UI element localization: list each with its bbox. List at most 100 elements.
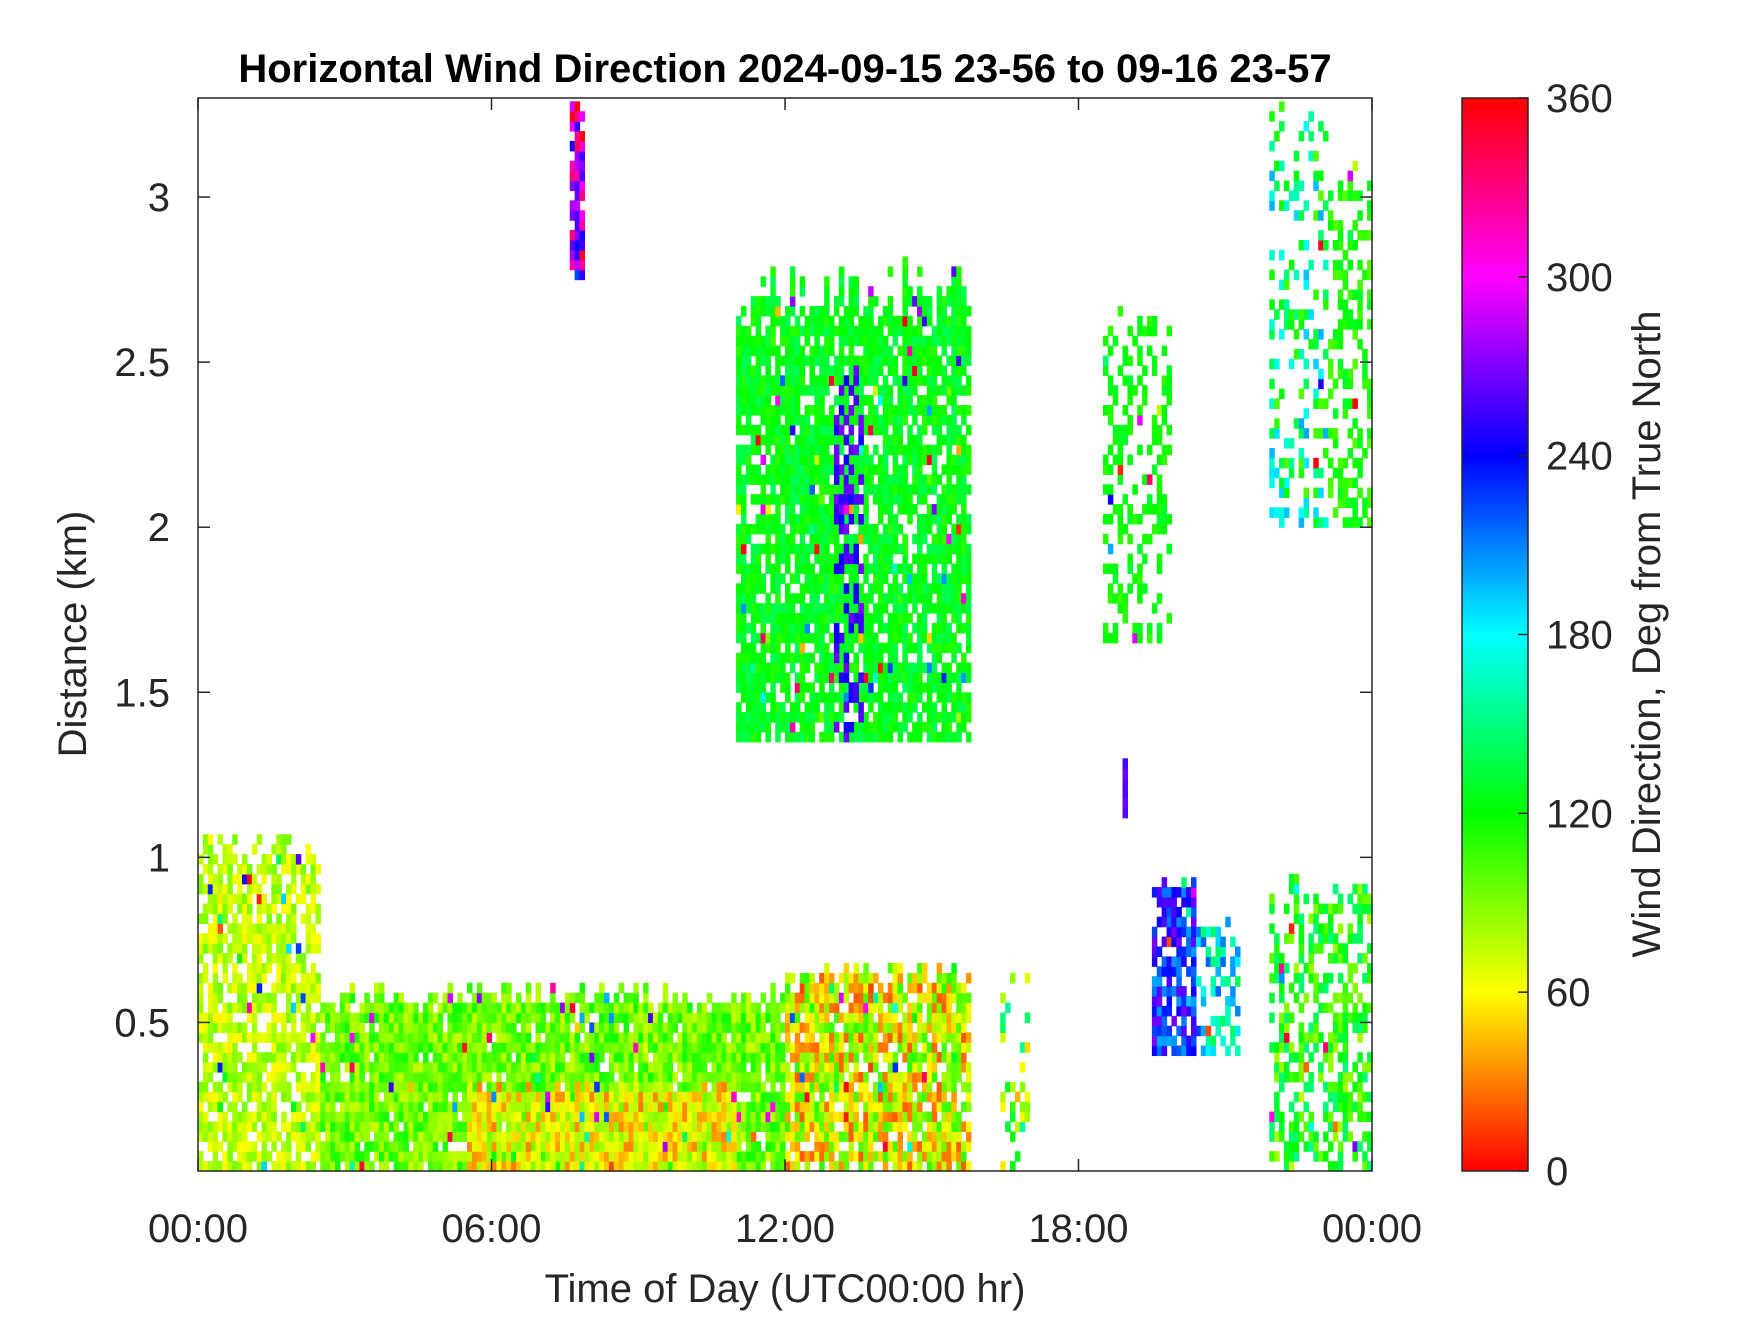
heatmap-cell: [256, 893, 263, 905]
heatmap-cell: [330, 1022, 336, 1033]
heatmap-cell: [799, 563, 806, 575]
heatmap-cell: [819, 306, 825, 317]
heatmap-cell: [902, 553, 908, 565]
heatmap-cell: [799, 1052, 806, 1063]
heatmap-cell: [829, 632, 835, 644]
heatmap-cell: [848, 1141, 855, 1152]
heatmap-cell: [921, 454, 928, 466]
heatmap-cell: [427, 1042, 434, 1053]
heatmap-cell: [819, 325, 825, 337]
heatmap-cell: [222, 1131, 228, 1142]
heatmap-cell: [877, 335, 884, 347]
heatmap-cell: [887, 494, 894, 505]
heatmap-cell: [887, 1032, 894, 1043]
heatmap-cell: [824, 504, 830, 515]
heatmap-cell: [819, 692, 825, 703]
heatmap-cell: [662, 1111, 669, 1123]
heatmap-cell: [198, 883, 204, 895]
heatmap-cell: [794, 1121, 801, 1132]
heatmap-cell: [819, 454, 825, 466]
heatmap-cell: [207, 992, 214, 1004]
heatmap-cell: [931, 992, 938, 1004]
heatmap-cell: [760, 523, 767, 535]
heatmap-cell: [295, 854, 302, 865]
heatmap-cell: [829, 405, 835, 416]
heatmap-cell: [961, 702, 967, 713]
heatmap-cell: [799, 1111, 806, 1123]
heatmap-cell: [437, 1101, 444, 1113]
heatmap-cell: [917, 712, 923, 723]
heatmap-cell: [785, 1002, 791, 1014]
heatmap-cell: [819, 385, 825, 396]
heatmap-cell: [662, 992, 669, 1004]
heatmap-cell: [344, 1091, 351, 1103]
heatmap-cell: [892, 1121, 899, 1132]
heatmap-cell: [951, 731, 957, 743]
heatmap-cell: [951, 632, 957, 644]
heatmap-cell: [687, 1101, 693, 1113]
heatmap-cell: [692, 1131, 698, 1142]
heatmap-cell: [965, 464, 972, 475]
heatmap-cell: [951, 1141, 957, 1152]
heatmap-cell: [286, 982, 292, 994]
heatmap-cell: [799, 622, 806, 634]
heatmap-cell: [740, 533, 747, 545]
heatmap-cell: [740, 1111, 747, 1123]
heatmap-cell: [853, 1062, 859, 1073]
heatmap-cell: [643, 1151, 649, 1162]
heatmap-cell: [271, 1161, 277, 1172]
heatmap-cell: [633, 1161, 639, 1172]
heatmap-cell: [824, 523, 830, 535]
heatmap-cell: [829, 1002, 835, 1014]
heatmap-cell: [873, 603, 879, 614]
heatmap-cell: [359, 1012, 365, 1024]
heatmap-cell: [227, 1042, 233, 1053]
heatmap-cell: [530, 1161, 537, 1172]
heatmap-cell: [662, 1091, 669, 1103]
heatmap-cell: [564, 1032, 571, 1043]
heatmap-cell: [794, 712, 801, 723]
heatmap-cell: [662, 1062, 669, 1073]
heatmap-cell: [442, 1032, 449, 1043]
heatmap-cell: [794, 692, 801, 703]
heatmap-cell: [442, 1062, 449, 1073]
heatmap-cell: [564, 1012, 571, 1024]
heatmap-cell: [295, 943, 302, 954]
heatmap-cell: [760, 712, 767, 723]
heatmap-cell: [833, 553, 840, 565]
heatmap-cell: [804, 335, 811, 347]
heatmap-cell: [926, 982, 933, 994]
heatmap-cell: [701, 1022, 708, 1033]
heatmap-cell: [276, 1081, 282, 1093]
heatmap-cell: [775, 533, 781, 545]
heatmap-cell: [770, 1081, 776, 1093]
heatmap-cell: [843, 474, 850, 485]
heatmap-cell: [770, 712, 776, 723]
heatmap-cell: [912, 365, 918, 376]
heatmap-cell: [334, 1022, 341, 1033]
heatmap-cell: [506, 1111, 512, 1123]
heatmap-cell: [750, 1002, 757, 1014]
heatmap-cell: [437, 1071, 444, 1083]
heatmap-cell: [755, 306, 762, 317]
heatmap-cell: [736, 424, 742, 436]
heatmap-cell: [799, 603, 806, 614]
heatmap-cell: [829, 504, 835, 515]
heatmap-cell: [829, 315, 835, 327]
heatmap-cell: [755, 721, 762, 733]
heatmap-cell: [946, 1012, 952, 1024]
heatmap-cell: [887, 1081, 894, 1093]
heatmap-cell: [951, 484, 957, 495]
heatmap-cell: [804, 1151, 811, 1162]
heatmap-cell: [897, 702, 903, 713]
heatmap-cell: [584, 1141, 590, 1152]
heatmap-cell: [809, 992, 815, 1004]
heatmap-cell: [804, 543, 811, 555]
heatmap-cell: [824, 553, 830, 565]
heatmap-cell: [897, 1151, 903, 1162]
heatmap-cell: [887, 1151, 894, 1162]
heatmap-cell: [222, 863, 228, 875]
heatmap-cell: [315, 1012, 321, 1024]
heatmap-cell: [775, 712, 781, 723]
heatmap-cell: [961, 982, 967, 994]
